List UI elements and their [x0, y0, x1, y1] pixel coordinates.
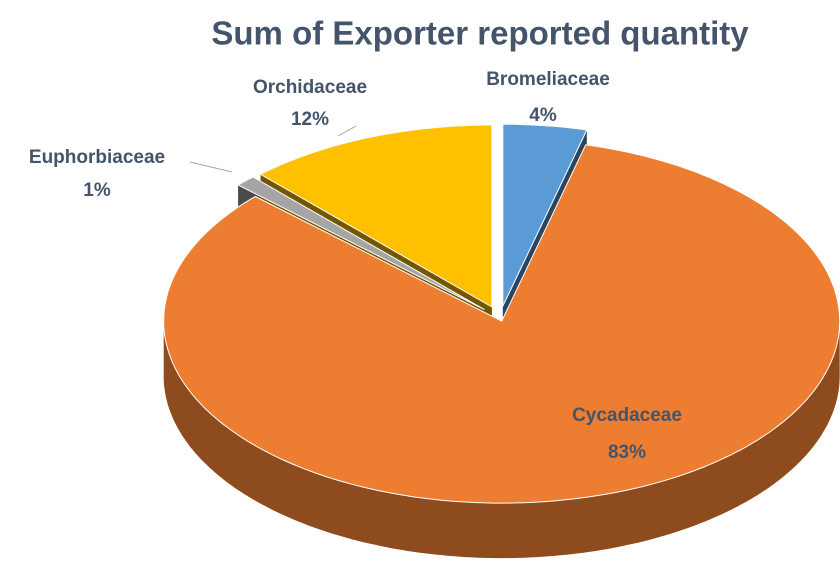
- category-label: Bromeliaceae: [486, 69, 610, 90]
- value-label: 12%: [291, 109, 329, 130]
- value-label: 83%: [608, 442, 646, 463]
- leader-line: [189, 161, 233, 173]
- slice: [502, 123, 588, 307]
- slice: [237, 176, 485, 311]
- labels: Bromeliaceae 4% Cycadaceae 83% Euphorbiaceae…: [29, 69, 682, 463]
- chart-title: Sum of Exporter reported quantity: [211, 15, 749, 52]
- value-label: 1%: [83, 180, 111, 201]
- category-label: Euphorbiaceae: [29, 147, 165, 168]
- leader-line: [337, 125, 357, 137]
- value-label: 4%: [529, 105, 557, 126]
- slice: [163, 144, 840, 504]
- category-label: Orchidaceae: [253, 77, 367, 98]
- pie: [163, 123, 840, 559]
- slice: [259, 124, 493, 308]
- category-label: Cycadaceae: [572, 405, 682, 426]
- slice-side: [163, 321, 840, 559]
